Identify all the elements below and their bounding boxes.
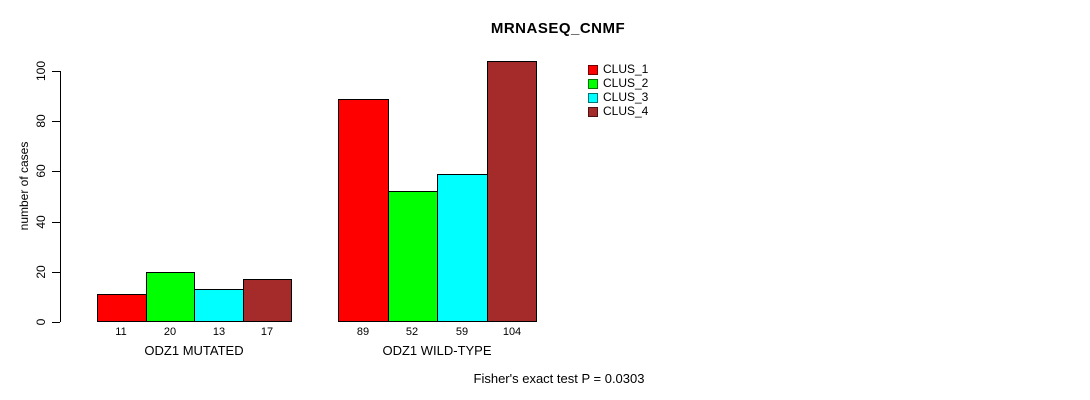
legend-label: CLUS_1 <box>603 62 649 76</box>
y-tick-label: 20 <box>34 265 48 279</box>
y-axis-tick <box>52 322 60 323</box>
y-axis-tick <box>52 222 60 223</box>
chart-title: MRNASEQ_CNMF <box>490 20 626 37</box>
bar-value-label: 20 <box>163 326 177 338</box>
y-tick-label: 40 <box>34 215 48 229</box>
legend-label: CLUS_3 <box>603 90 649 104</box>
legend-item: CLUS_4 <box>588 105 648 118</box>
legend-swatch <box>588 64 598 75</box>
bar-value-label: 52 <box>405 326 419 338</box>
bar-value-label: 13 <box>212 326 226 338</box>
legend-label: CLUS_4 <box>603 104 649 118</box>
bar-value-label: 59 <box>455 326 469 338</box>
y-axis-tick <box>52 71 60 72</box>
y-tick-label: 60 <box>34 164 48 178</box>
bar-clus_1 <box>97 294 147 322</box>
bar-clus_3 <box>437 174 488 322</box>
y-axis-line <box>60 71 61 322</box>
legend-item: CLUS_1 <box>588 63 648 76</box>
legend-swatch <box>588 92 598 103</box>
y-tick-label: 80 <box>34 114 48 128</box>
legend-swatch <box>588 78 598 89</box>
legend-item: CLUS_2 <box>588 77 648 90</box>
bar-clus_1 <box>338 99 389 322</box>
bar-clus_4 <box>243 279 292 322</box>
legend-item: CLUS_3 <box>588 91 648 104</box>
bar-clus_2 <box>146 272 195 322</box>
y-tick-label: 100 <box>34 60 48 82</box>
legend: CLUS_1 CLUS_2 CLUS_3 CLUS_4 <box>588 63 648 119</box>
y-axis-tick <box>52 171 60 172</box>
category-label: ODZ1 WILD-TYPE <box>382 343 492 358</box>
bar-value-label: 11 <box>115 326 127 338</box>
bar-value-label: 17 <box>260 326 274 338</box>
y-axis-label: number of cases <box>17 141 31 231</box>
legend-swatch <box>588 106 598 117</box>
legend-label: CLUS_2 <box>603 76 649 90</box>
bar-clus_4 <box>487 61 537 322</box>
y-axis-tick <box>52 272 60 273</box>
y-axis-tick <box>52 121 60 122</box>
bar-value-label: 89 <box>356 326 370 338</box>
bar-value-label: 104 <box>502 326 522 338</box>
y-tick-label: 0 <box>34 318 48 326</box>
bar-clus_3 <box>194 289 244 322</box>
bar-clus_2 <box>388 191 438 322</box>
category-label: ODZ1 MUTATED <box>144 343 244 358</box>
stat-annotation: Fisher's exact test P = 0.0303 <box>473 371 645 386</box>
